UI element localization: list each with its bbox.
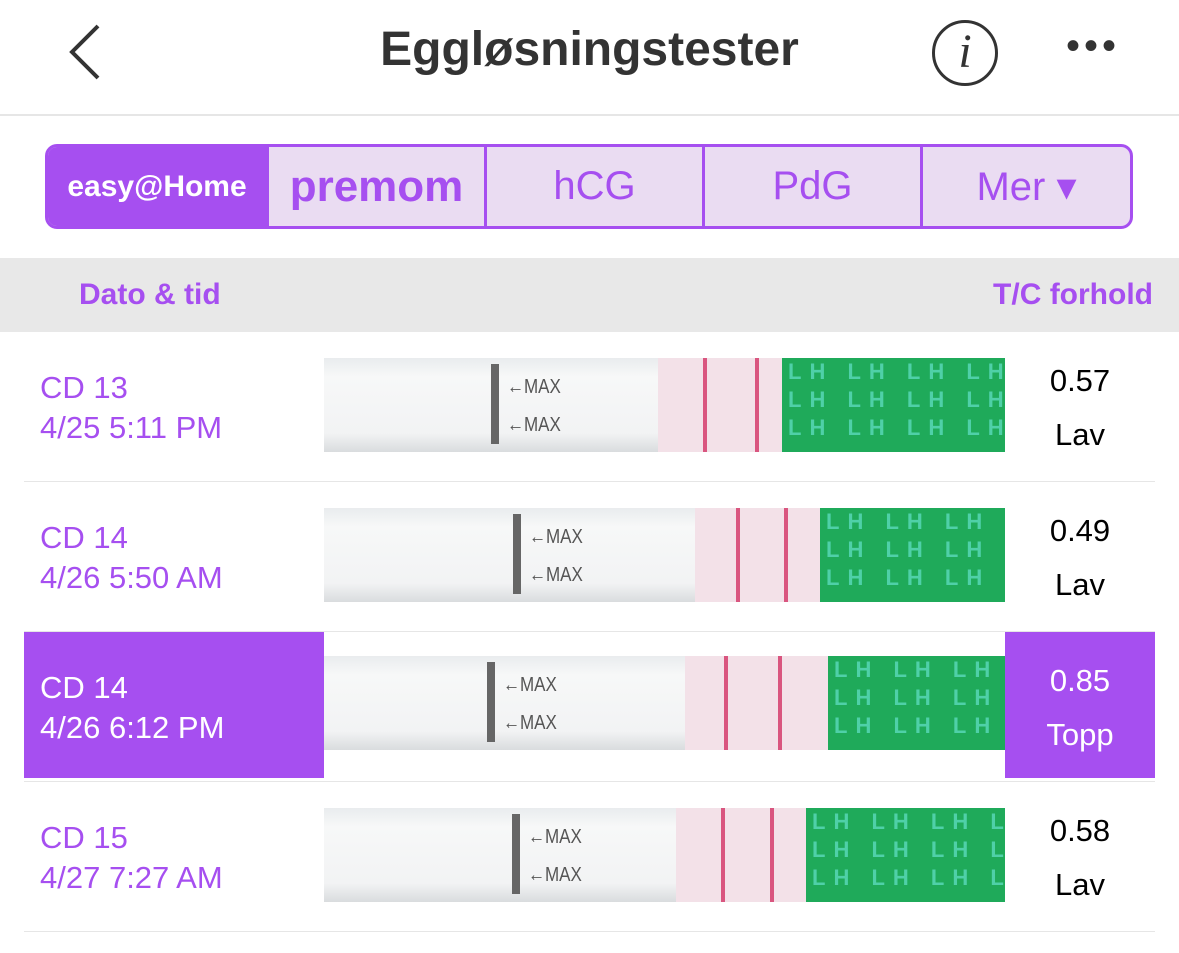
tab-premom[interactable]: premom [266,147,484,226]
lh-level: Lav [1055,867,1105,902]
date-cell: CD 13 4/25 5:11 PM [24,332,324,482]
test-line [736,508,740,602]
column-header: Dato & tid T/C forhold [0,258,1179,332]
date-time: 4/25 5:11 PM [40,410,223,445]
strip-handle: LH LH LH LH LH LH LH LH LH LH LH LH [806,808,1005,902]
tab-easy-at-home[interactable]: easy@Home [48,147,266,226]
lh-level: Topp [1046,717,1114,752]
control-line [770,808,774,902]
strip-max-label: ←MAX ←MAX [507,376,561,436]
test-strip-image[interactable]: ←MAX←MAX LH LH LH LH LH LH LH LH LH LH L… [324,358,1005,452]
control-line [778,656,782,750]
test-strip-image[interactable]: ←MAX←MAX LH LH LH LH LH LH LH LH LH LH L… [324,656,1005,750]
test-line [721,808,725,902]
lh-level: Lav [1055,417,1105,452]
strip-max-label: ←MAX ←MAX [529,526,583,586]
date-cell: CD 14 4/26 6:12 PM [24,632,324,778]
strip-handle: LH LH LH LH LH LH LH LH LH LH LH LH [782,358,1005,452]
ratio-cell: 0.58 Lav [1005,782,1155,932]
date-time: 4/26 5:50 AM [40,560,223,595]
cycle-day: CD 15 [40,820,128,855]
result-window [695,508,820,602]
test-line [724,656,728,750]
nav-bar: Eggløsningstester i ••• [0,0,1179,116]
page-title: Eggløsningstester [380,23,799,76]
result-window [658,358,782,452]
date-cell: CD 14 4/26 5:50 AM [24,482,324,632]
date-time: 4/26 6:12 PM [40,710,225,745]
result-window [676,808,806,902]
tc-ratio: 0.58 [1049,813,1111,848]
control-line [784,508,788,602]
cycle-day: CD 14 [40,520,128,555]
result-window [685,656,828,750]
test-strip-image[interactable]: ←MAX←MAX LH LH LH LH LH LH LH LH LH LH L… [324,508,1005,602]
tc-ratio: 0.85 [1049,663,1111,698]
cycle-day: CD 14 [40,670,128,705]
chevron-left-icon[interactable] [62,20,112,84]
test-row[interactable]: CD 15 4/27 7:27 AM ←MAX ←MAX LH LH LH LH … [24,782,1155,932]
test-row[interactable]: CD 14 4/26 6:12 PM ←MAX ←MAX LH LH LH LH … [24,632,1155,782]
tab-pdg[interactable]: PdG [702,147,920,226]
column-ratio: T/C forhold [993,278,1153,311]
tab-more-dropdown[interactable]: Mer ▾ [920,147,1130,226]
more-horizontal-icon[interactable]: ••• [1066,24,1121,68]
lh-level: Lav [1055,567,1105,602]
test-line [703,358,707,452]
date-time: 4/27 7:27 AM [40,860,223,895]
info-icon[interactable]: i [932,20,998,86]
tab-hcg[interactable]: hCG [484,147,702,226]
ratio-cell: 0.57 Lav [1005,332,1155,482]
column-date: Dato & tid [79,278,221,311]
strip-marker [491,364,499,444]
tc-ratio: 0.49 [1049,513,1111,548]
test-strip-image[interactable]: ←MAX←MAX LH LH LH LH LH LH LH LH LH LH L… [324,808,1005,902]
strip-marker [513,514,521,594]
ratio-cell: 0.49 Lav [1005,482,1155,632]
test-row[interactable]: CD 14 4/26 5:50 AM ←MAX ←MAX LH LH LH LH … [24,482,1155,632]
strip-max-label: ←MAX ←MAX [503,674,557,734]
test-row[interactable]: CD 13 4/25 5:11 PM ←MAX ←MAX LH LH LH LH … [24,332,1155,482]
cycle-day: CD 13 [40,370,128,405]
ratio-cell: 0.85 Topp [1005,632,1155,778]
control-line [755,358,759,452]
strip-handle: LH LH LH LH LH LH LH LH LH LH LH LH [828,656,1005,750]
strip-handle: LH LH LH LH LH LH LH LH LH LH LH LH [820,508,1005,602]
strip-marker [487,662,495,742]
strip-marker [512,814,520,894]
strip-max-label: ←MAX ←MAX [528,826,582,886]
date-cell: CD 15 4/27 7:27 AM [24,782,324,932]
tc-ratio: 0.57 [1049,363,1111,398]
brand-tabs: easy@Home premom hCG PdG Mer ▾ [45,144,1133,229]
